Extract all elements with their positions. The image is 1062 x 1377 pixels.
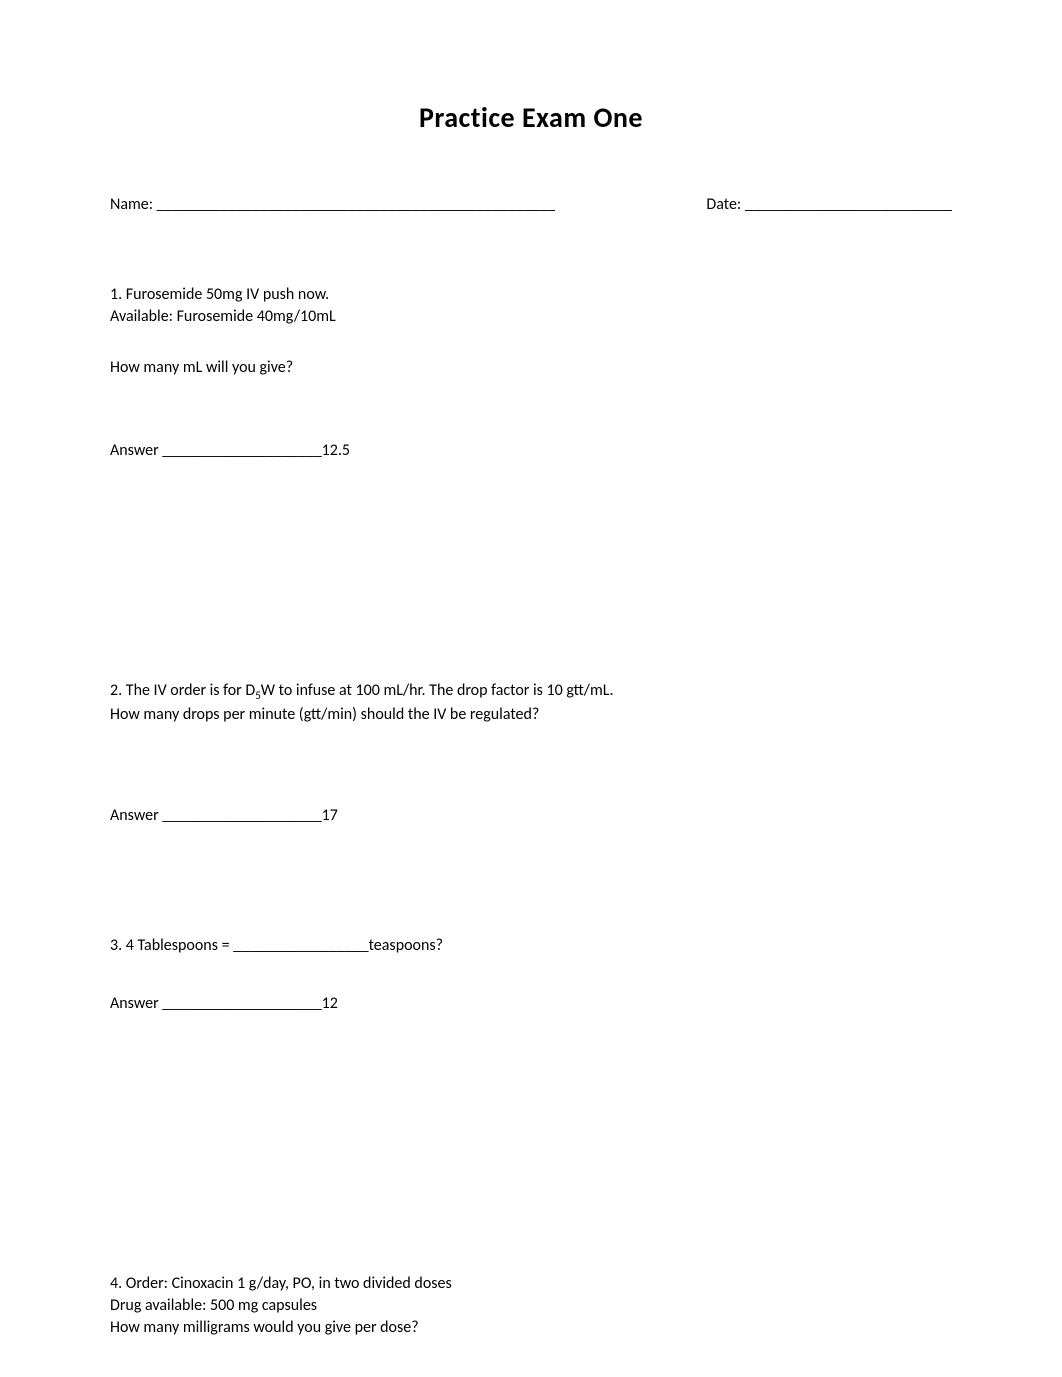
spacer-2 <box>110 825 952 935</box>
q2-answer: Answer ____________________17 <box>110 806 952 825</box>
q1-answer-label: Answer ____________________ <box>110 441 322 460</box>
q1-prompt: How many mL will you give? <box>110 357 952 379</box>
q2-answer-label: Answer ____________________ <box>110 806 322 825</box>
q2-line2: How many drops per minute (gtt/min) shou… <box>110 704 952 726</box>
name-field: Name: __________________________________… <box>110 195 555 214</box>
q1-answer-value: 12.5 <box>322 441 350 460</box>
q3-line1: 3. 4 Tablespoons = _________________teas… <box>110 935 952 957</box>
spacer-1 <box>110 460 952 680</box>
q4-line2: Drug available: 500 mg capsules <box>110 1295 952 1317</box>
spacer-3 <box>110 1013 952 1273</box>
q2-answer-value: 17 <box>322 806 338 825</box>
q4-line3: How many milligrams would you give per d… <box>110 1317 952 1339</box>
page-title: Practice Exam One <box>110 100 952 135</box>
q2-line1-post: W to infuse at 100 mL/hr. The drop facto… <box>261 681 614 700</box>
q1-line2: Available: Furosemide 40mg/10mL <box>110 306 952 328</box>
question-4: 4. Order: Cinoxacin 1 g/day, PO, in two … <box>110 1273 952 1340</box>
q3-answer-label: Answer ____________________ <box>110 994 322 1013</box>
q4-line1: 4. Order: Cinoxacin 1 g/day, PO, in two … <box>110 1273 952 1295</box>
q2-line1-pre: 2. The IV order is for D <box>110 681 255 700</box>
q3-answer-value: 12 <box>322 994 338 1013</box>
q1-answer: Answer ____________________12.5 <box>110 441 952 460</box>
question-2: 2. The IV order is for D5W to infuse at … <box>110 680 952 726</box>
q2-line1: 2. The IV order is for D5W to infuse at … <box>110 680 952 704</box>
q1-line1: 1. Furosemide 50mg IV push now. <box>110 284 952 306</box>
q3-answer: Answer ____________________12 <box>110 994 952 1013</box>
question-3: 3. 4 Tablespoons = _________________teas… <box>110 935 952 957</box>
date-field: Date: __________________________ <box>706 195 952 214</box>
header-row: Name: __________________________________… <box>110 195 952 214</box>
question-1: 1. Furosemide 50mg IV push now. Availabl… <box>110 284 952 329</box>
q1-prompt-text: How many mL will you give? <box>110 357 952 379</box>
